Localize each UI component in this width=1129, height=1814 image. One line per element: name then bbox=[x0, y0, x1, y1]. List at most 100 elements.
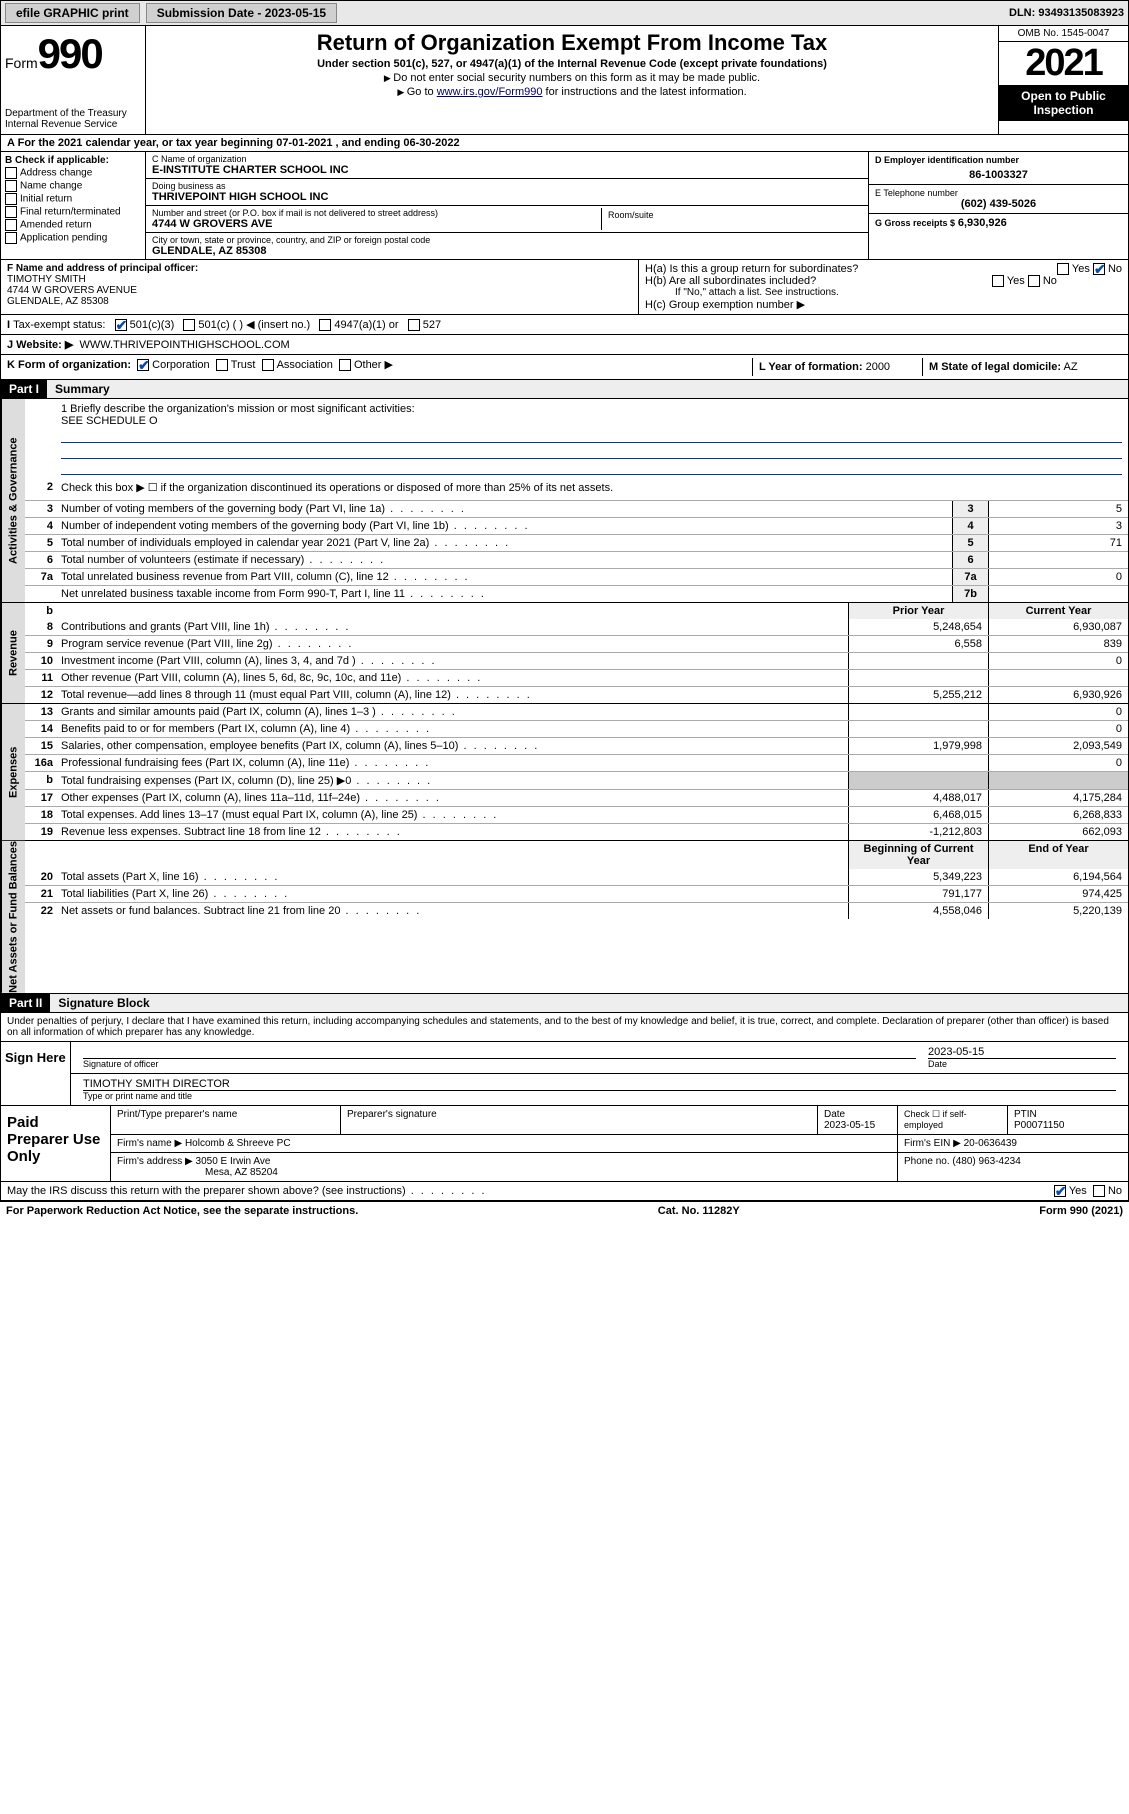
submission-date-button[interactable]: Submission Date - 2023-05-15 bbox=[146, 3, 337, 23]
part1-header: Part I Summary bbox=[0, 380, 1129, 399]
ein-value: 86-1003327 bbox=[875, 169, 1122, 181]
year-formation: 2000 bbox=[866, 361, 890, 373]
paid-preparer-block: Paid Preparer Use Only Print/Type prepar… bbox=[0, 1106, 1129, 1182]
section-governance: Activities & Governance 1 Briefly descri… bbox=[0, 399, 1129, 603]
omb-number: OMB No. 1545-0047 bbox=[999, 26, 1128, 42]
row-j-website: J Website: ▶ WWW.THRIVEPOINTHIGHSCHOOL.C… bbox=[0, 335, 1129, 355]
net-line: 21Total liabilities (Part X, line 26)791… bbox=[25, 885, 1128, 902]
discuss-yes[interactable] bbox=[1054, 1185, 1066, 1197]
city-state-zip: GLENDALE, AZ 85308 bbox=[152, 245, 862, 257]
prep-self-employed[interactable]: Check ☐ if self-employed bbox=[898, 1106, 1008, 1134]
gov-line: 6Total number of volunteers (estimate if… bbox=[25, 551, 1128, 568]
part2-header: Part II Signature Block bbox=[0, 994, 1129, 1013]
rev-line: 11Other revenue (Part VIII, column (A), … bbox=[25, 669, 1128, 686]
discuss-no[interactable] bbox=[1093, 1185, 1105, 1197]
firm-addr1: 3050 E Irwin Ave bbox=[196, 1156, 271, 1167]
telephone: (602) 439-5026 bbox=[875, 198, 1122, 210]
discuss-row: May the IRS discuss this return with the… bbox=[0, 1182, 1129, 1201]
mission-answer: SEE SCHEDULE O bbox=[61, 415, 1122, 427]
sign-here-block: Sign Here Signature of officer 2023-05-1… bbox=[0, 1042, 1129, 1106]
grid-bcd: B Check if applicable: Address change Na… bbox=[0, 152, 1129, 260]
dept-label: Department of the Treasury bbox=[5, 108, 141, 119]
h-note: If "No," attach a list. See instructions… bbox=[645, 287, 1122, 298]
exp-line: 15Salaries, other compensation, employee… bbox=[25, 737, 1128, 754]
sig-declaration: Under penalties of perjury, I declare th… bbox=[0, 1013, 1129, 1042]
dln-label: DLN: 93493135083923 bbox=[1009, 7, 1124, 19]
check-initial[interactable]: Initial return bbox=[5, 193, 141, 205]
check-501c3[interactable] bbox=[115, 319, 127, 331]
column-c: C Name of organization E-INSTITUTE CHART… bbox=[146, 152, 868, 259]
tax-year: 2021 bbox=[999, 42, 1128, 85]
side-expenses: Expenses bbox=[1, 704, 25, 840]
form-subtitle: Under section 501(c), 527, or 4947(a)(1)… bbox=[152, 58, 992, 70]
firm-ein: 20-0636439 bbox=[964, 1138, 1017, 1149]
officer-signature-name: TIMOTHY SMITH DIRECTOR bbox=[83, 1078, 1116, 1090]
h-c: H(c) Group exemption number ▶ bbox=[645, 298, 1122, 311]
firm-phone: (480) 963-4234 bbox=[952, 1156, 1020, 1167]
side-revenue: Revenue bbox=[1, 603, 25, 703]
form-number: Form990 bbox=[5, 30, 141, 78]
revenue-header-row: b Prior Year Current Year bbox=[25, 603, 1128, 619]
ptin: P00071150 bbox=[1014, 1120, 1064, 1131]
check-pending[interactable]: Application pending bbox=[5, 232, 141, 244]
net-line: 20Total assets (Part X, line 16)5,349,22… bbox=[25, 869, 1128, 885]
exp-line: 14Benefits paid to or for members (Part … bbox=[25, 720, 1128, 737]
exp-line: 16aProfessional fundraising fees (Part I… bbox=[25, 754, 1128, 771]
gov-line: 2Check this box ▶ ☐ if the organization … bbox=[25, 479, 1128, 500]
officer-addr2: GLENDALE, AZ 85308 bbox=[7, 296, 632, 307]
form-header: Form990 Department of the Treasury Inter… bbox=[0, 26, 1129, 135]
row-klm: K Form of organization: Corporation Trus… bbox=[0, 355, 1129, 380]
note-link: Go to www.irs.gov/Form990 for instructio… bbox=[152, 86, 992, 98]
check-corp[interactable] bbox=[137, 359, 149, 371]
check-4947[interactable] bbox=[319, 319, 331, 331]
column-b: B Check if applicable: Address change Na… bbox=[1, 152, 146, 259]
check-name[interactable]: Name change bbox=[5, 180, 141, 192]
side-governance: Activities & Governance bbox=[1, 399, 25, 602]
net-line: 22Net assets or fund balances. Subtract … bbox=[25, 902, 1128, 919]
street-address: 4744 W GROVERS AVE bbox=[152, 218, 601, 230]
efile-button[interactable]: efile GRAPHIC print bbox=[5, 3, 140, 23]
rev-line: 12Total revenue—add lines 8 through 11 (… bbox=[25, 686, 1128, 703]
gross-receipts: 6,930,926 bbox=[958, 217, 1007, 229]
section-net-assets: Net Assets or Fund Balances Beginning of… bbox=[0, 841, 1129, 994]
irs-link[interactable]: www.irs.gov/Form990 bbox=[437, 86, 543, 98]
sign-date: 2023-05-15 bbox=[928, 1046, 1116, 1058]
check-final[interactable]: Final return/terminated bbox=[5, 206, 141, 218]
mission-block: 1 Briefly describe the organization's mi… bbox=[25, 399, 1128, 479]
check-assoc[interactable] bbox=[262, 359, 274, 371]
exp-line: 17Other expenses (Part IX, column (A), l… bbox=[25, 789, 1128, 806]
section-revenue: Revenue b Prior Year Current Year 8Contr… bbox=[0, 603, 1129, 704]
note-ssn: Do not enter social security numbers on … bbox=[152, 72, 992, 84]
section-expenses: Expenses 13Grants and similar amounts pa… bbox=[0, 704, 1129, 841]
form-title: Return of Organization Exempt From Incom… bbox=[152, 30, 992, 56]
check-501c[interactable] bbox=[183, 319, 195, 331]
irs-label: Internal Revenue Service bbox=[5, 119, 141, 130]
firm-addr2: Mesa, AZ 85204 bbox=[205, 1167, 278, 1178]
exp-line: 13Grants and similar amounts paid (Part … bbox=[25, 704, 1128, 720]
rev-line: 9Program service revenue (Part VIII, lin… bbox=[25, 635, 1128, 652]
column-d: D Employer identification number 86-1003… bbox=[868, 152, 1128, 259]
check-address[interactable]: Address change bbox=[5, 167, 141, 179]
gov-line: Net unrelated business taxable income fr… bbox=[25, 585, 1128, 602]
firm-name: Holcomb & Shreeve PC bbox=[185, 1138, 291, 1149]
open-public-badge: Open to Public Inspection bbox=[999, 85, 1128, 121]
dba-name: THRIVEPOINT HIGH SCHOOL INC bbox=[152, 191, 862, 203]
row-i-tax-status: I Tax-exempt status: 501(c)(3) 501(c) ( … bbox=[0, 315, 1129, 335]
check-trust[interactable] bbox=[216, 359, 228, 371]
h-b: H(b) Are all subordinates included? Yes … bbox=[645, 275, 1122, 287]
gov-line: 4Number of independent voting members of… bbox=[25, 517, 1128, 534]
officer-addr1: 4744 W GROVERS AVENUE bbox=[7, 285, 632, 296]
row-a-tax-year: A For the 2021 calendar year, or tax yea… bbox=[0, 135, 1129, 152]
org-name: E-INSTITUTE CHARTER SCHOOL INC bbox=[152, 164, 862, 176]
page-footer: For Paperwork Reduction Act Notice, see … bbox=[0, 1201, 1129, 1220]
state-domicile: AZ bbox=[1063, 361, 1077, 373]
check-527[interactable] bbox=[408, 319, 420, 331]
h-a: H(a) Is this a group return for subordin… bbox=[645, 263, 1122, 275]
check-amended[interactable]: Amended return bbox=[5, 219, 141, 231]
gov-line: 3Number of voting members of the governi… bbox=[25, 500, 1128, 517]
check-other[interactable] bbox=[339, 359, 351, 371]
prep-date: 2023-05-15 bbox=[824, 1120, 875, 1131]
side-net: Net Assets or Fund Balances bbox=[1, 841, 25, 993]
net-header-row: Beginning of Current Year End of Year bbox=[25, 841, 1128, 869]
top-toolbar: efile GRAPHIC print Submission Date - 20… bbox=[0, 0, 1129, 26]
